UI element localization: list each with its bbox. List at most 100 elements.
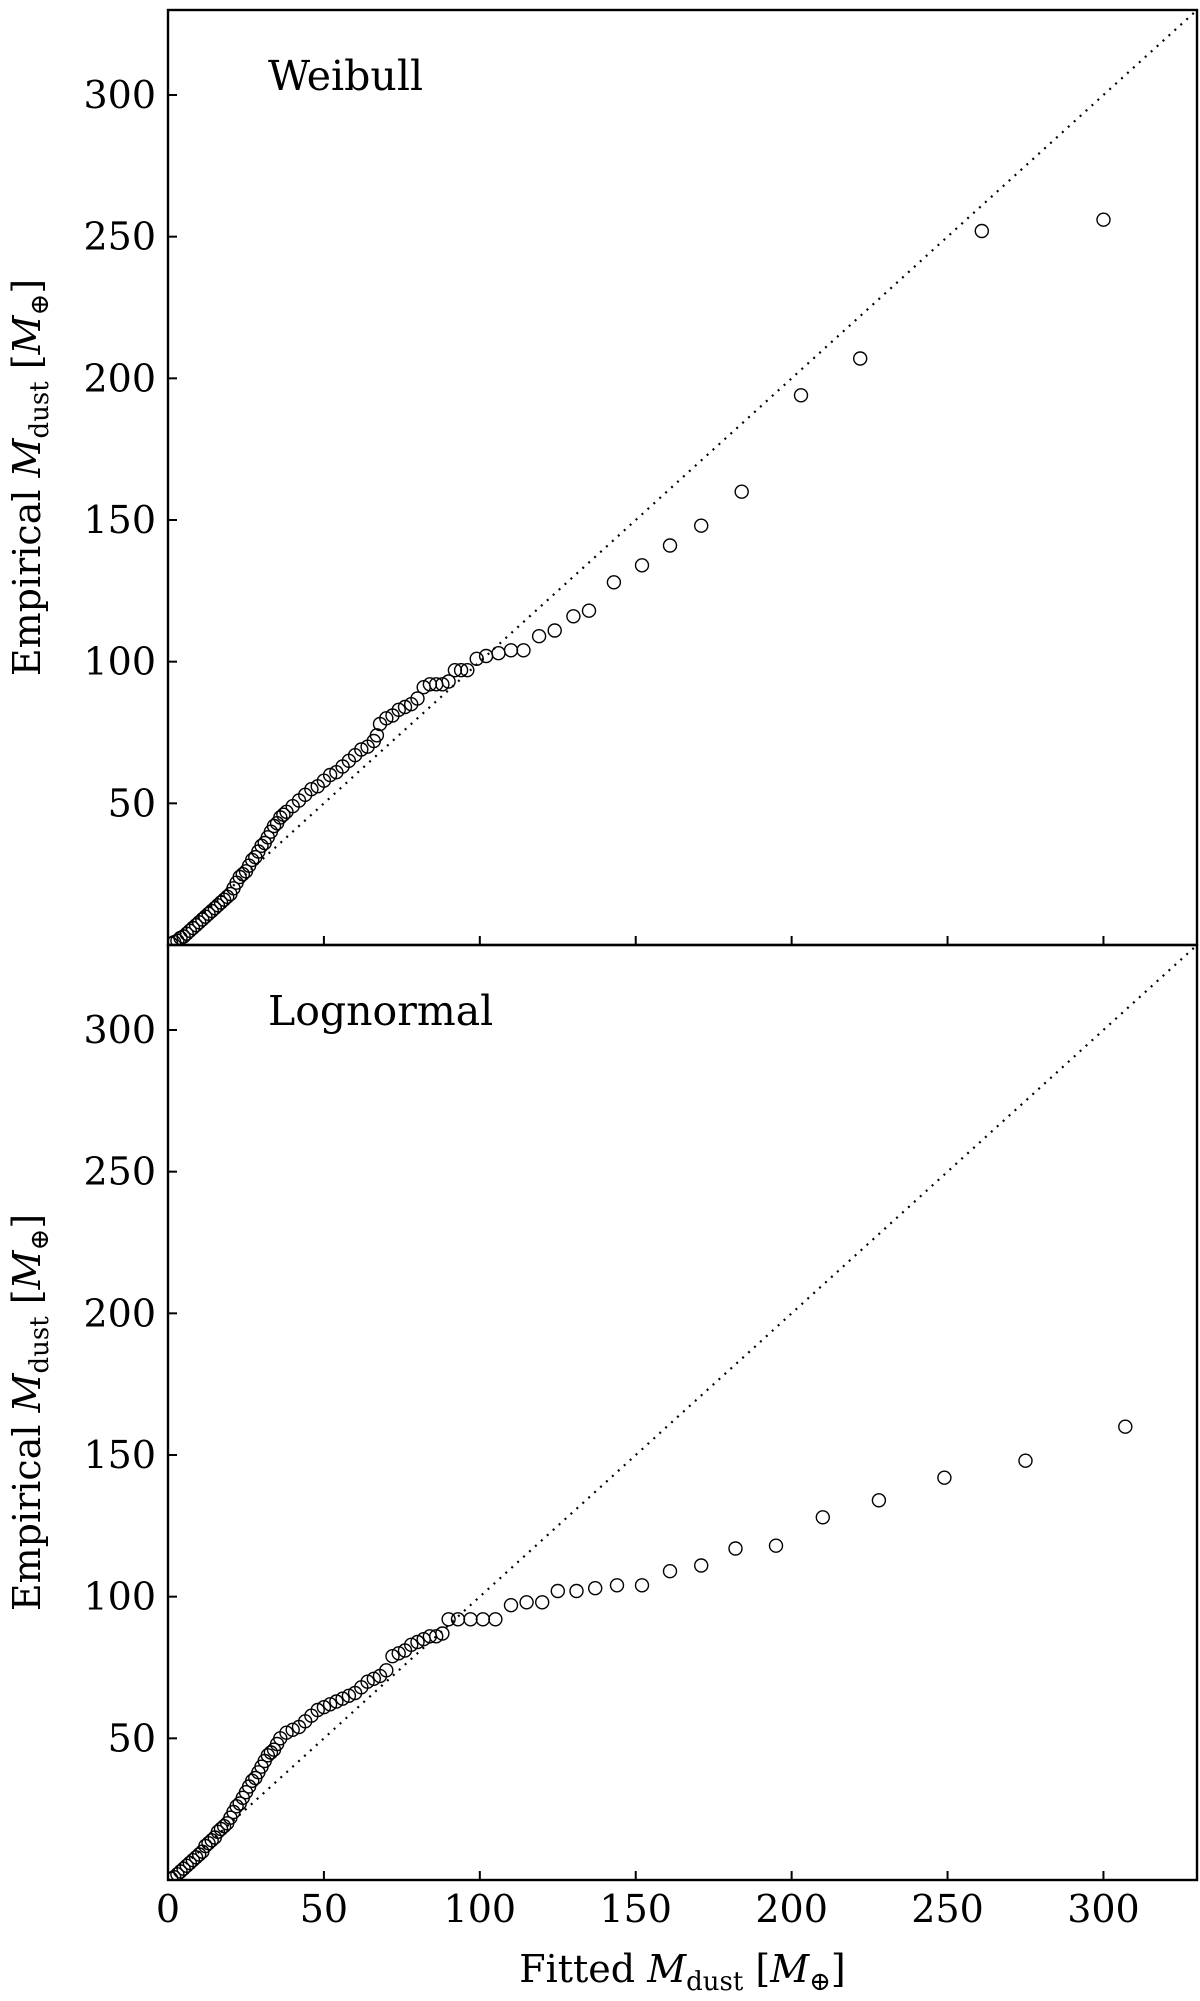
lognormal-data-point [429,1629,444,1644]
weibull-y-axis-label-prefix: Empirical [5,477,49,676]
lognormal-x-axis-label-subscript: dust [686,1967,744,1997]
lognormal-data-point [435,1626,450,1641]
lognormal-y-axis-label-subscript: dust [25,1316,55,1374]
lognormal-x-tick-label: 150 [599,1887,672,1931]
lognormal-data-point [410,1634,425,1650]
lognormal-y-axis-label-symbol: M [5,1372,49,1413]
lognormal-panel-title: Lognormal [268,987,493,1035]
weibull-data-point [547,623,562,638]
lognormal-data-point [310,1702,325,1718]
lognormal-data-point [488,1612,503,1627]
lognormal-data-point [694,1558,709,1573]
weibull-data-point [491,646,506,661]
weibull-data-point [581,603,597,618]
weibull-y-tick-label: 250 [83,215,156,259]
lognormal-data-point [263,1745,279,1760]
lognormal-data-point [815,1510,830,1525]
weibull-y-tick-label: 100 [83,640,156,684]
lognormal-data-point [569,1583,584,1599]
weibull-data-point [304,782,319,797]
weibull-data-point [634,558,650,573]
weibull-data-point [235,867,251,882]
weibull-y-axis-label-unit-open: [ [5,354,49,381]
lognormal-y-tick-label: 200 [83,1291,156,1335]
lognormal-panel: 0 50 100 150 200 250 300 50 100 150 200 250 300 Logno… [5,943,1199,1997]
weibull-y-tick-label: 200 [83,356,156,400]
lognormal-y-tick-label: 150 [83,1433,156,1477]
lognormal-x-axis-label-unit-subscript: ⊕ [809,1967,831,1997]
lognormal-y-axis-label-prefix: Empirical [5,1412,49,1611]
lognormal-points [168,1419,1133,1880]
lognormal-y-tick-label: 250 [83,1150,156,1194]
weibull-data-point [441,674,456,689]
weibull-data-point [531,629,547,644]
lognormal-y-tick-label: 300 [83,1008,156,1052]
lognormal-data-point [728,1541,743,1556]
weibull-data-point [793,388,809,403]
weibull-y-axis-label-unit-close: ] [5,279,49,294]
lognormal-x-axis-label-unit-symbol: M [769,1947,810,1991]
lognormal-x-axis-label-unit-close: ] [831,1947,846,1991]
weibull-data-point [379,711,394,726]
weibull-panel: 50 100 150 200 250 300 Weibull Empirical Mdust … [5,8,1199,947]
lognormal-data-point [391,1646,406,1661]
lognormal-data-point [441,1612,456,1627]
lognormal-x-tick-label: 50 [300,1887,348,1931]
lognormal-data-point [871,1493,887,1508]
lognormal-data-point [609,1578,625,1593]
lognormal-data-point [285,1722,300,1738]
lognormal-data-point [463,1612,478,1627]
lognormal-y-axis-label-unit-close: ] [5,1214,49,1229]
lognormal-data-point [937,1470,952,1485]
weibull-data-point [516,643,531,658]
lognormal-x-tick-label: 200 [755,1887,828,1931]
lognormal-y-axis-label: Empirical Mdust [M⊕] [5,1214,55,1611]
lognormal-x-tick-label: 250 [911,1887,984,1931]
weibull-y-tick-label: 50 [108,781,156,825]
weibull-data-point [435,677,450,692]
lognormal-x-tick-label: 100 [444,1887,517,1931]
lognormal-data-point [322,1697,338,1712]
lognormal-x-axis-label-symbol: M [646,1947,687,1991]
lognormal-y-axis-label-unit-subscript: ⊕ [25,1229,55,1251]
lognormal-data-point [404,1637,419,1653]
lognormal-data-point [535,1595,550,1610]
lognormal-x-tick-label: 0 [156,1887,180,1931]
lognormal-x-tick-label: 300 [1067,1887,1140,1931]
weibull-data-point [566,609,581,624]
lognormal-data-point [550,1583,565,1599]
lognormal-data-point [329,1694,344,1709]
weibull-data-point [478,648,494,664]
lognormal-data-point [503,1597,519,1613]
weibull-data-point [410,691,425,706]
lognormal-y-axis-label-unit-symbol: M [5,1249,49,1290]
lognormal-y-tick-label: 100 [83,1575,156,1619]
lognormal-data-point [1118,1419,1133,1434]
weibull-y-axis-label-symbol: M [5,437,49,478]
weibull-data-point [391,702,406,717]
weibull-y-axis-label-unit-subscript: ⊕ [25,294,55,316]
lognormal-data-point [588,1580,603,1596]
lognormal-data-point [450,1612,466,1627]
weibull-points [168,212,1111,945]
lognormal-reference-line [168,945,1197,1880]
lognormal-y-axis-label-unit-open: [ [5,1289,49,1316]
weibull-data-point [662,538,678,553]
lognormal-data-point [634,1578,650,1593]
weibull-data-point [453,663,469,678]
weibull-y-tick-label: 150 [83,498,156,542]
weibull-data-point [1096,212,1111,227]
weibull-data-point [503,643,519,658]
lognormal-data-point [768,1538,784,1553]
lognormal-data-point [335,1691,350,1706]
weibull-data-point [460,663,475,678]
weibull-data-point [734,484,749,499]
weibull-data-point [974,223,989,239]
weibull-data-point [354,742,369,757]
lognormal-data-point [1018,1453,1033,1468]
weibull-y-tick-label: 300 [83,73,156,117]
lognormal-data-point [341,1688,357,1704]
weibull-data-point [606,575,622,590]
weibull-data-point [853,351,868,366]
lognormal-data-point [366,1671,381,1687]
